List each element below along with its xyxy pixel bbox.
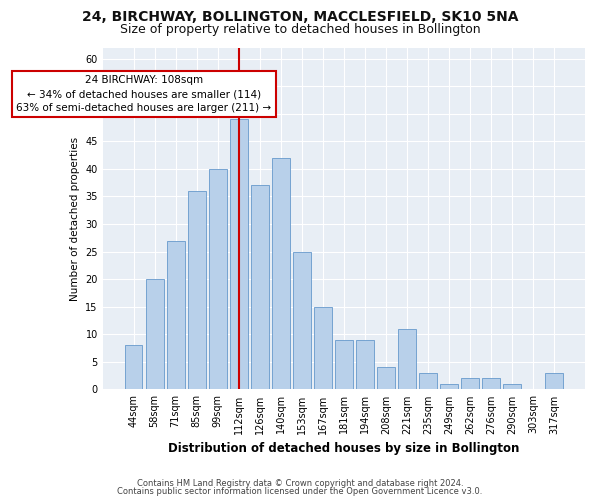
- Bar: [251, 186, 269, 390]
- Bar: [209, 169, 227, 390]
- Bar: [356, 340, 374, 390]
- Bar: [545, 373, 563, 390]
- Bar: [146, 279, 164, 390]
- Bar: [314, 306, 332, 390]
- Bar: [461, 378, 479, 390]
- X-axis label: Distribution of detached houses by size in Bollington: Distribution of detached houses by size …: [168, 442, 520, 455]
- Bar: [482, 378, 500, 390]
- Bar: [335, 340, 353, 390]
- Bar: [398, 329, 416, 390]
- Bar: [419, 373, 437, 390]
- Bar: [377, 368, 395, 390]
- Bar: [125, 346, 142, 390]
- Bar: [167, 240, 185, 390]
- Bar: [293, 252, 311, 390]
- Text: 24, BIRCHWAY, BOLLINGTON, MACCLESFIELD, SK10 5NA: 24, BIRCHWAY, BOLLINGTON, MACCLESFIELD, …: [82, 10, 518, 24]
- Text: Contains HM Land Registry data © Crown copyright and database right 2024.: Contains HM Land Registry data © Crown c…: [137, 478, 463, 488]
- Bar: [272, 158, 290, 390]
- Text: Size of property relative to detached houses in Bollington: Size of property relative to detached ho…: [119, 22, 481, 36]
- Bar: [188, 191, 206, 390]
- Text: Contains public sector information licensed under the Open Government Licence v3: Contains public sector information licen…: [118, 487, 482, 496]
- Bar: [230, 119, 248, 390]
- Text: 24 BIRCHWAY: 108sqm
← 34% of detached houses are smaller (114)
63% of semi-detac: 24 BIRCHWAY: 108sqm ← 34% of detached ho…: [16, 75, 272, 113]
- Y-axis label: Number of detached properties: Number of detached properties: [70, 136, 80, 300]
- Bar: [440, 384, 458, 390]
- Bar: [503, 384, 521, 390]
